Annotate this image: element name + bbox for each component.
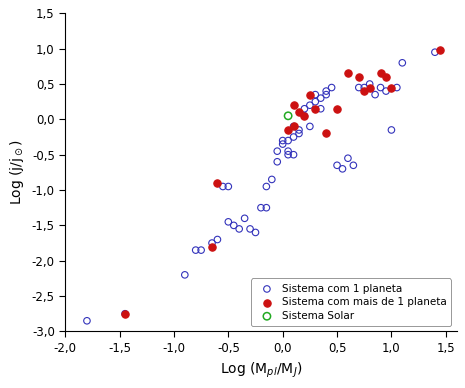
Sistema com mais de 1 planeta bbox=[437, 47, 444, 53]
Sistema com 1 planeta bbox=[225, 219, 232, 225]
Sistema com mais de 1 planeta bbox=[312, 106, 319, 112]
Sistema com 1 planeta bbox=[235, 226, 243, 232]
Sistema com 1 planeta bbox=[333, 162, 341, 168]
Sistema com 1 planeta bbox=[273, 159, 281, 165]
Sistema com 1 planeta bbox=[399, 60, 406, 66]
Sistema com 1 planeta bbox=[219, 184, 226, 190]
Y-axis label: Log (j/j$_\odot$): Log (j/j$_\odot$) bbox=[8, 139, 26, 205]
Sistema com 1 planeta bbox=[393, 85, 400, 91]
Sistema com 1 planeta bbox=[317, 95, 325, 101]
Sistema com 1 planeta bbox=[241, 215, 248, 222]
Sistema com mais de 1 planeta bbox=[290, 123, 297, 130]
Sistema com 1 planeta bbox=[252, 229, 259, 236]
Sistema com 1 planeta bbox=[322, 88, 330, 94]
Sistema com mais de 1 planeta bbox=[382, 74, 390, 80]
Sistema com 1 planeta bbox=[257, 204, 265, 211]
Sistema com 1 planeta bbox=[225, 184, 232, 190]
Sistema com 1 planeta bbox=[431, 49, 438, 55]
Sistema com 1 planeta bbox=[214, 236, 221, 242]
Sistema com 1 planeta bbox=[263, 204, 270, 211]
Sistema com 1 planeta bbox=[372, 92, 379, 98]
Sistema com mais de 1 planeta bbox=[333, 106, 341, 112]
Sistema com 1 planeta bbox=[279, 141, 286, 147]
Sistema com 1 planeta bbox=[382, 88, 390, 94]
Sistema com 1 planeta bbox=[366, 81, 373, 87]
Sistema com mais de 1 planeta bbox=[285, 127, 292, 133]
Sistema com 1 planeta bbox=[290, 134, 297, 140]
Sistema com 1 planeta bbox=[295, 127, 303, 133]
Sistema com mais de 1 planeta bbox=[208, 244, 216, 250]
Sistema com mais de 1 planeta bbox=[306, 92, 313, 98]
Sistema com 1 planeta bbox=[306, 123, 313, 130]
Sistema com 1 planeta bbox=[121, 311, 129, 317]
Sistema com mais de 1 planeta bbox=[301, 113, 308, 119]
Sistema com 1 planeta bbox=[279, 137, 286, 144]
Sistema com 1 planeta bbox=[328, 85, 335, 91]
Sistema com 1 planeta bbox=[312, 92, 319, 98]
Sistema com mais de 1 planeta bbox=[366, 85, 373, 91]
Sistema com 1 planeta bbox=[208, 240, 216, 246]
Sistema com 1 planeta bbox=[322, 92, 330, 98]
Sistema com 1 planeta bbox=[181, 272, 188, 278]
Sistema com 1 planeta bbox=[273, 148, 281, 154]
Sistema com 1 planeta bbox=[290, 123, 297, 130]
Sistema com mais de 1 planeta bbox=[360, 88, 368, 94]
Sistema com 1 planeta bbox=[301, 113, 308, 119]
Sistema com 1 planeta bbox=[83, 318, 91, 324]
Sistema com mais de 1 planeta bbox=[388, 85, 395, 91]
Sistema com 1 planeta bbox=[317, 106, 325, 112]
Sistema com 1 planeta bbox=[198, 247, 205, 253]
Sistema com 1 planeta bbox=[388, 127, 395, 133]
Sistema com 1 planeta bbox=[295, 130, 303, 137]
Sistema com 1 planeta bbox=[344, 155, 352, 161]
Sistema com 1 planeta bbox=[355, 85, 363, 91]
Sistema com 1 planeta bbox=[312, 99, 319, 105]
Sistema com 1 planeta bbox=[377, 85, 384, 91]
Sistema com mais de 1 planeta bbox=[214, 180, 221, 186]
Sistema com 1 planeta bbox=[306, 102, 313, 108]
Sistema Solar bbox=[285, 113, 292, 119]
Sistema com 1 planeta bbox=[360, 85, 368, 91]
Legend: Sistema com 1 planeta, Sistema com mais de 1 planeta, Sistema Solar: Sistema com 1 planeta, Sistema com mais … bbox=[251, 279, 452, 326]
Sistema com mais de 1 planeta bbox=[355, 74, 363, 80]
Sistema com mais de 1 planeta bbox=[322, 130, 330, 137]
Sistema com 1 planeta bbox=[285, 148, 292, 154]
Sistema com 1 planeta bbox=[350, 162, 357, 168]
Sistema com mais de 1 planeta bbox=[121, 311, 129, 317]
X-axis label: Log (M$_{pl}$/M$_J$): Log (M$_{pl}$/M$_J$) bbox=[219, 360, 302, 380]
Sistema com mais de 1 planeta bbox=[290, 102, 297, 108]
Sistema com 1 planeta bbox=[268, 176, 276, 182]
Sistema com 1 planeta bbox=[301, 106, 308, 112]
Sistema com 1 planeta bbox=[230, 222, 238, 229]
Sistema com 1 planeta bbox=[285, 152, 292, 158]
Sistema com 1 planeta bbox=[339, 166, 346, 172]
Sistema com 1 planeta bbox=[285, 137, 292, 144]
Sistema com mais de 1 planeta bbox=[295, 109, 303, 115]
Sistema com 1 planeta bbox=[192, 247, 199, 253]
Sistema com 1 planeta bbox=[246, 226, 254, 232]
Sistema com 1 planeta bbox=[290, 152, 297, 158]
Sistema com mais de 1 planeta bbox=[377, 70, 384, 76]
Sistema com mais de 1 planeta bbox=[344, 70, 352, 76]
Sistema com 1 planeta bbox=[263, 184, 270, 190]
